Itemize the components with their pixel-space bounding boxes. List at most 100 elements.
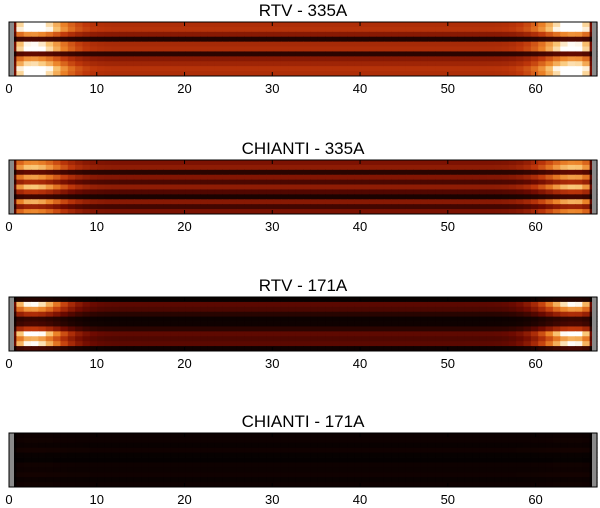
heatmap-cell: [38, 346, 47, 352]
heatmap-cell: [486, 66, 495, 72]
heatmap-cell: [251, 311, 260, 318]
heatmap-cell: [398, 346, 407, 352]
heatmap-cell: [310, 204, 319, 210]
heatmap-cell: [405, 477, 414, 483]
heatmap-cell: [545, 433, 554, 439]
heatmap-cell: [229, 209, 238, 215]
heatmap-cell: [82, 457, 91, 463]
heatmap-cell: [464, 472, 473, 478]
heatmap-cell: [126, 51, 135, 57]
heatmap-cell: [420, 442, 429, 449]
heatmap-cell: [222, 336, 231, 342]
heatmap-cell: [23, 433, 32, 439]
heatmap-cell: [119, 51, 128, 57]
heatmap-cell: [141, 179, 150, 185]
heatmap-cell: [266, 204, 275, 210]
heatmap-cell: [413, 311, 422, 318]
heatmap-cell: [508, 442, 517, 449]
heatmap-cell: [332, 179, 341, 185]
heatmap-cell: [104, 477, 113, 483]
heatmap-cell: [435, 199, 444, 205]
heatmap-cell: [16, 179, 25, 185]
heatmap-cell: [303, 164, 311, 171]
heatmap-cell: [354, 341, 363, 347]
heatmap-cell: [538, 326, 547, 332]
heatmap-cell: [574, 26, 583, 33]
heatmap-cell: [126, 189, 135, 195]
heatmap-cell: [45, 297, 54, 303]
heatmap-cell: [420, 41, 429, 47]
heatmap-cell: [545, 26, 554, 33]
heatmap-cell: [251, 31, 260, 38]
heatmap-cell: [163, 174, 172, 181]
heatmap-cell: [582, 331, 591, 337]
heatmap-cell: [538, 316, 547, 322]
heatmap-cell: [200, 321, 209, 327]
heatmap-cell: [479, 31, 488, 38]
heatmap-cell: [442, 199, 451, 205]
heatmap-cell: [148, 194, 157, 200]
heatmap-cell: [148, 189, 157, 195]
heatmap-cell: [53, 179, 62, 185]
heatmap-cell: [464, 51, 473, 57]
heatmap-cell: [317, 41, 326, 47]
heatmap-cell: [266, 194, 275, 200]
heatmap-cell: [303, 204, 311, 210]
heatmap-cell: [516, 209, 525, 215]
heatmap-cell: [31, 336, 39, 342]
heatmap-cell: [97, 447, 106, 454]
heatmap-cell: [494, 199, 503, 205]
heatmap-cell: [516, 179, 525, 185]
heatmap-cell: [332, 437, 341, 444]
heatmap-cell: [38, 26, 47, 33]
heatmap-cell: [126, 316, 135, 322]
heatmap-cell: [582, 194, 591, 200]
heatmap-cell: [192, 22, 201, 28]
heatmap-cell: [60, 331, 69, 337]
heatmap-cell: [185, 169, 194, 176]
heatmap-cell: [376, 447, 385, 454]
heatmap-cell: [60, 433, 69, 439]
heatmap-cell: [369, 297, 378, 303]
heatmap-cell: [383, 209, 392, 215]
heatmap-cell: [251, 61, 260, 67]
heatmap-cell: [229, 26, 238, 33]
heatmap-cell: [163, 311, 172, 318]
heatmap-cell: [280, 174, 289, 181]
heatmap-cell: [251, 36, 260, 43]
heatmap-cell: [163, 326, 172, 332]
heatmap-cell: [376, 311, 385, 318]
heatmap-cell: [420, 341, 429, 347]
heatmap-cell: [354, 51, 363, 57]
heatmap-cell: [347, 306, 356, 313]
heatmap-cell: [104, 56, 113, 62]
heatmap-cell: [376, 204, 385, 210]
heatmap-cell: [222, 169, 231, 176]
heatmap-cell: [89, 174, 98, 181]
heatmap-cell: [376, 51, 385, 57]
heatmap-cell: [75, 341, 84, 347]
heatmap-cell: [501, 204, 510, 210]
heatmap-cell: [472, 194, 480, 200]
heatmap-cell: [560, 61, 569, 67]
heatmap-cell: [494, 41, 503, 47]
heatmap-cell: [141, 189, 150, 195]
heatmap-cell: [354, 169, 363, 176]
heatmap-cell: [75, 477, 84, 483]
heatmap-cell: [383, 341, 392, 347]
heatmap-cell: [574, 297, 583, 303]
heatmap-cell: [119, 46, 128, 52]
heatmap-cell: [273, 447, 282, 454]
heatmap-cell: [156, 71, 164, 77]
heatmap-cell: [391, 477, 400, 483]
heatmap-cell: [67, 36, 76, 43]
heatmap-cell: [251, 169, 260, 176]
heatmap-cell: [156, 477, 164, 483]
heatmap-cell: [582, 51, 591, 57]
heatmap-cell: [450, 472, 458, 478]
heatmap-cell: [398, 184, 407, 190]
heatmap-cell: [317, 301, 326, 308]
heatmap-cell: [501, 433, 510, 439]
heatmap-cell: [464, 437, 473, 444]
heatmap-cell: [472, 160, 480, 166]
